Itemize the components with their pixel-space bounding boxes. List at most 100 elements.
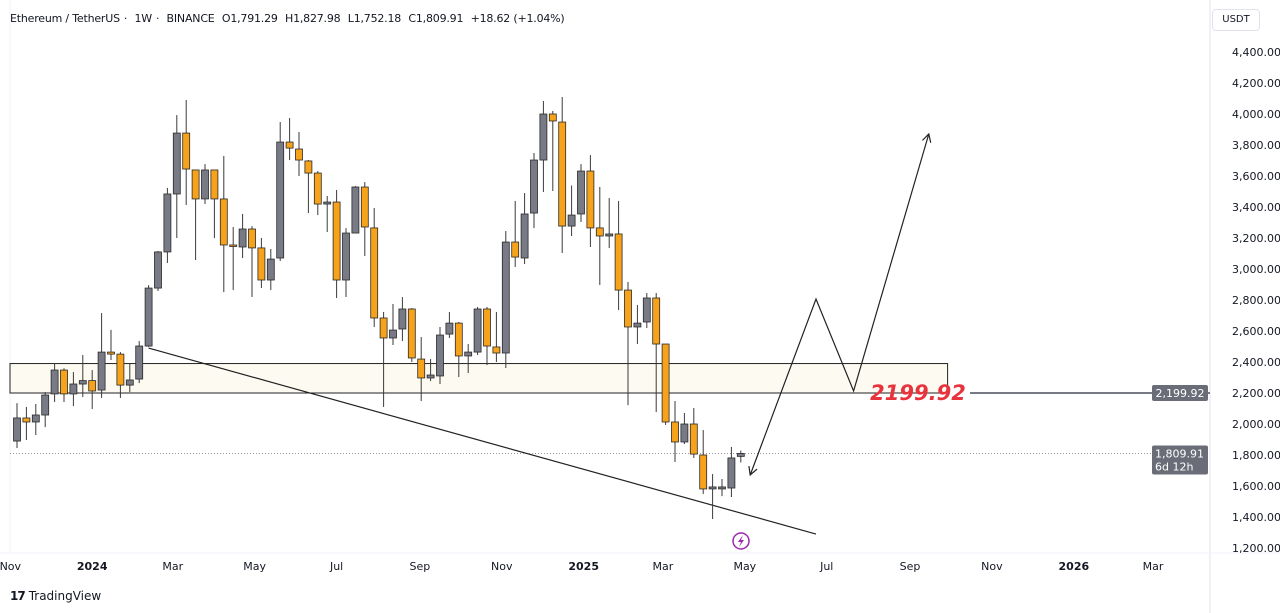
last-price-value: 1,809.91 xyxy=(1155,447,1204,460)
candle-body xyxy=(116,353,125,386)
candle-body xyxy=(426,374,435,379)
price-tick-label: 2,800.00 xyxy=(1232,294,1280,307)
candle-body xyxy=(60,369,68,395)
candle-body xyxy=(88,380,97,392)
candle-body xyxy=(661,343,670,423)
candle-body xyxy=(642,297,651,323)
time-tick-label: Sep xyxy=(900,560,921,573)
time-tick-label: May xyxy=(243,560,266,573)
candle-body xyxy=(473,308,482,353)
interval[interactable]: 1W xyxy=(134,12,152,25)
candle-body xyxy=(511,241,520,258)
candle-body xyxy=(31,414,40,423)
candle-body xyxy=(379,317,388,339)
candle-body xyxy=(614,233,623,291)
projection-path xyxy=(749,133,930,476)
candle-body xyxy=(257,247,266,281)
candle-body xyxy=(285,141,294,149)
lightning-bolt-icon xyxy=(738,535,744,547)
candle-body xyxy=(633,322,642,328)
candle-body xyxy=(107,351,115,355)
candle-body xyxy=(624,289,632,328)
candle-body xyxy=(313,172,322,205)
time-tick-label: Jul xyxy=(819,560,833,573)
symbol-legend: Ethereum / TetherUS · 1W · BINANCE O1,791.… xyxy=(10,12,569,25)
candle-body xyxy=(144,287,153,347)
candle-body xyxy=(351,186,360,234)
candle-body xyxy=(13,417,21,442)
candle-body xyxy=(135,345,144,380)
price-tick-label: 4,400.00 xyxy=(1232,46,1280,59)
low-value: L1,752.18 xyxy=(347,12,402,25)
exchange: BINANCE xyxy=(166,12,215,25)
candle-body xyxy=(436,334,444,377)
close-value: C1,809.91 xyxy=(408,12,464,25)
lightning-event-icon xyxy=(732,532,750,550)
candle-body xyxy=(708,486,717,490)
candle-body xyxy=(558,121,567,227)
candle-body xyxy=(595,227,604,237)
candle-body xyxy=(586,170,595,229)
time-tick-label: Sep xyxy=(409,560,430,573)
candle-body xyxy=(22,417,31,423)
level-price-badge xyxy=(1152,385,1208,402)
projection-arrow-start-icon xyxy=(748,466,758,477)
candle-body xyxy=(671,421,679,443)
candle-body xyxy=(304,160,313,174)
bar-countdown: 6d 12h xyxy=(1155,460,1193,473)
candle-body xyxy=(229,244,238,247)
candle-body xyxy=(548,113,557,122)
price-tick-label: 2,400.00 xyxy=(1232,356,1280,369)
candle-body xyxy=(530,159,538,214)
candle-body xyxy=(219,198,228,246)
time-tick-label: Nov xyxy=(0,560,22,573)
candle-body xyxy=(483,308,491,347)
symbol-name[interactable]: Ethereum / TetherUS xyxy=(10,12,120,25)
price-tick-label: 4,200.00 xyxy=(1232,77,1280,90)
candle-body xyxy=(323,201,332,205)
open-value: O1,791.29 xyxy=(221,12,278,25)
price-tick-label: 4,000.00 xyxy=(1232,108,1280,121)
candle-body xyxy=(520,213,529,259)
time-tick-label: Mar xyxy=(162,560,183,573)
price-tick-label: 2,000.00 xyxy=(1232,418,1280,431)
candle-body xyxy=(736,453,745,457)
projection-arrow-end-icon xyxy=(922,132,932,143)
candle-body xyxy=(370,227,379,319)
candle-body xyxy=(539,113,548,161)
time-tick-label: Mar xyxy=(653,560,674,573)
candle-body xyxy=(125,379,134,386)
price-tick-label: 3,200.00 xyxy=(1232,232,1280,245)
level-price-badge-text: 2,199.92 xyxy=(1156,387,1205,400)
candle-body xyxy=(154,251,162,289)
tradingview-brand[interactable]: 17 TradingView xyxy=(10,589,101,603)
candle-body xyxy=(727,457,736,489)
candle-body xyxy=(41,394,50,416)
candle-body xyxy=(652,297,661,345)
candle-body xyxy=(718,486,726,490)
time-tick-label: 2025 xyxy=(568,560,599,573)
time-tick-label: 2024 xyxy=(77,560,108,573)
candle-body xyxy=(172,132,181,195)
candle-body xyxy=(360,186,369,228)
candle-body xyxy=(605,233,614,237)
tradingview-logo-icon: 17 xyxy=(10,589,26,603)
high-value: H1,827.98 xyxy=(285,12,341,25)
candle-body xyxy=(201,169,209,200)
price-tick-label: 3,000.00 xyxy=(1232,263,1280,276)
currency-button[interactable]: USDT xyxy=(1212,9,1260,31)
candle-body xyxy=(699,454,708,490)
price-tick-label: 3,400.00 xyxy=(1232,201,1280,214)
candle-body xyxy=(398,308,407,330)
candle-body xyxy=(577,170,585,215)
price-tick-label: 3,800.00 xyxy=(1232,139,1280,152)
time-tick-label: Nov xyxy=(491,560,513,573)
candle-body xyxy=(492,346,501,354)
last-price-badge xyxy=(1152,445,1208,475)
price-tick-label: 2,200.00 xyxy=(1232,387,1280,400)
candle-body xyxy=(78,380,87,385)
candle-body xyxy=(182,132,191,170)
candle-body xyxy=(248,228,256,249)
candle-body xyxy=(97,351,106,391)
